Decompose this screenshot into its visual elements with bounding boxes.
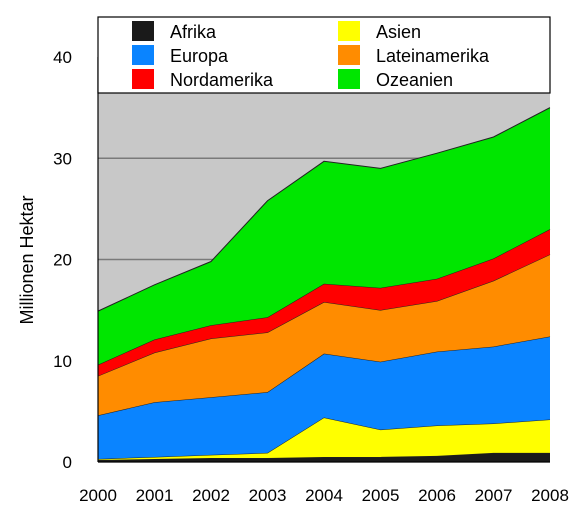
legend-swatch-ozeanien [338, 69, 360, 89]
legend-swatch-lateinamerika [338, 45, 360, 65]
legend-swatch-europa [132, 45, 154, 65]
area-afrika [98, 452, 550, 462]
legend-label-nordamerika: Nordamerika [170, 70, 274, 90]
y-tick-labels: 0 10 20 30 40 [53, 48, 72, 472]
y-axis-label: Millionen Hektar [17, 195, 37, 324]
y-tick-label: 10 [53, 352, 72, 371]
area-ozeanien [98, 107, 550, 365]
legend-swatch-afrika [132, 21, 154, 41]
area-europa [98, 336, 550, 459]
x-tick-label: 2003 [249, 486, 287, 505]
y-tick-label: 30 [53, 149, 72, 168]
x-tick-label: 2006 [418, 486, 456, 505]
legend-label-lateinamerika: Lateinamerika [376, 46, 490, 66]
legend-label-afrika: Afrika [170, 22, 217, 42]
legend-box [97, 16, 551, 94]
x-tick-label: 2008 [531, 486, 569, 505]
legend-label-ozeanien: Ozeanien [376, 70, 453, 90]
y-tick-label: 20 [53, 251, 72, 270]
x-tick-label: 2004 [305, 486, 343, 505]
x-tick-label: 2000 [79, 486, 117, 505]
legend: Afrika Asien Europa Lateinamerika Nordamerik… [97, 16, 551, 94]
legend-swatch-nordamerika [132, 69, 154, 89]
area-series [97, 107, 551, 462]
y-tick-label: 0 [63, 453, 72, 472]
legend-label-europa: Europa [170, 46, 229, 66]
x-tick-label: 2007 [475, 486, 513, 505]
x-tick-labels: 2000 2001 2002 2003 2004 2005 2006 2007 2008 [79, 486, 569, 505]
x-tick-label: 2001 [136, 486, 174, 505]
area-asien [98, 417, 550, 460]
x-tick-label: 2002 [192, 486, 230, 505]
y-tick-label: 40 [53, 48, 72, 67]
area-lateinamerika [98, 254, 550, 416]
x-tick-label: 2005 [362, 486, 400, 505]
legend-label-asien: Asien [376, 22, 421, 42]
legend-swatch-asien [338, 21, 360, 41]
area-edge-ozeanien [97, 107, 551, 312]
